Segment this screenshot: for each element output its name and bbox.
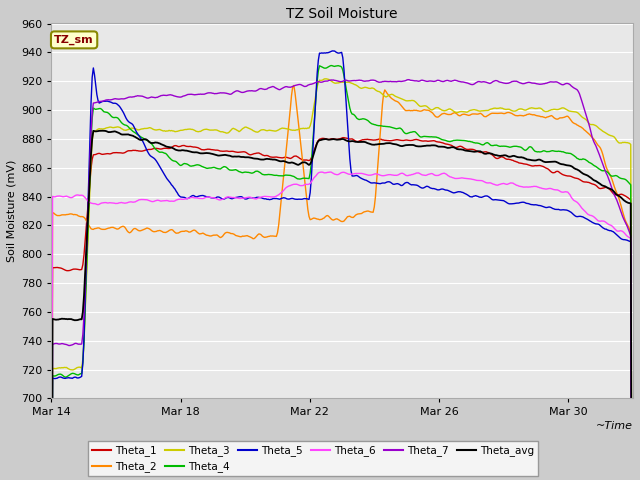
Theta_3	[364, 85, 371, 91]
Theta_7	[324, 78, 332, 84]
Theta_1	[616, 192, 624, 197]
Theta_5	[324, 50, 332, 56]
Text: TZ_sm: TZ_sm	[54, 35, 94, 45]
Theta_7	[327, 77, 335, 83]
Theta_avg	[525, 157, 533, 163]
Theta_4	[616, 175, 624, 181]
Line: Theta_5: Theta_5	[51, 51, 633, 480]
Theta_5	[327, 48, 335, 54]
Theta_6	[328, 170, 336, 176]
Theta_4	[395, 125, 403, 131]
Theta_5	[364, 178, 371, 184]
Theta_3	[325, 77, 333, 83]
Theta_3	[525, 106, 533, 111]
Theta_1	[525, 162, 533, 168]
Legend: Theta_1, Theta_2, Theta_3, Theta_4, Theta_5, Theta_6, Theta_7, Theta_avg: Theta_1, Theta_2, Theta_3, Theta_4, Thet…	[88, 441, 538, 477]
Theta_3	[321, 76, 329, 82]
Text: ~Time: ~Time	[596, 421, 633, 431]
Line: Theta_4: Theta_4	[51, 65, 633, 480]
Line: Theta_3: Theta_3	[51, 79, 633, 480]
Theta_2	[395, 100, 403, 106]
Theta_3	[328, 79, 336, 84]
Theta_4	[324, 64, 332, 70]
Theta_5	[616, 235, 624, 241]
Theta_5	[328, 48, 336, 54]
Theta_3	[616, 140, 624, 146]
Theta_7	[362, 78, 370, 84]
Line: Theta_avg: Theta_avg	[51, 131, 633, 480]
Theta_2	[525, 111, 533, 117]
Y-axis label: Soil Moisture (mV): Soil Moisture (mV)	[7, 160, 17, 262]
Line: Theta_1: Theta_1	[51, 138, 633, 480]
Theta_4	[364, 117, 371, 123]
Theta_7	[404, 77, 412, 83]
Theta_avg	[328, 136, 336, 142]
Line: Theta_6: Theta_6	[51, 172, 633, 480]
Theta_1	[364, 136, 371, 142]
Theta_5	[525, 201, 533, 207]
Theta_avg	[616, 194, 624, 200]
Theta_6	[364, 172, 371, 178]
Line: Theta_7: Theta_7	[51, 80, 633, 480]
Theta_2	[364, 208, 371, 214]
Theta_avg	[325, 137, 333, 143]
Theta_avg	[395, 143, 403, 148]
Theta_1	[339, 135, 347, 141]
Theta_6	[616, 228, 624, 234]
Theta_5	[395, 181, 403, 187]
Theta_3	[395, 95, 403, 100]
Theta_1	[324, 136, 332, 142]
Theta_7	[616, 207, 624, 213]
Theta_2	[325, 214, 333, 219]
Title: TZ Soil Moisture: TZ Soil Moisture	[287, 7, 398, 21]
Theta_avg	[98, 128, 106, 133]
Theta_4	[328, 63, 336, 69]
Theta_6	[326, 169, 334, 175]
Theta_6	[395, 172, 403, 178]
Theta_1	[395, 137, 403, 143]
Theta_4	[327, 62, 335, 68]
Theta_1	[327, 136, 335, 142]
Line: Theta_2: Theta_2	[51, 85, 633, 480]
Theta_2	[328, 217, 336, 223]
Theta_2	[616, 200, 624, 205]
Theta_7	[525, 80, 533, 85]
Theta_avg	[364, 140, 371, 146]
Theta_6	[525, 184, 533, 190]
Theta_2	[290, 83, 298, 88]
Theta_7	[394, 79, 401, 84]
Theta_4	[525, 144, 533, 150]
Theta_6	[324, 169, 332, 175]
